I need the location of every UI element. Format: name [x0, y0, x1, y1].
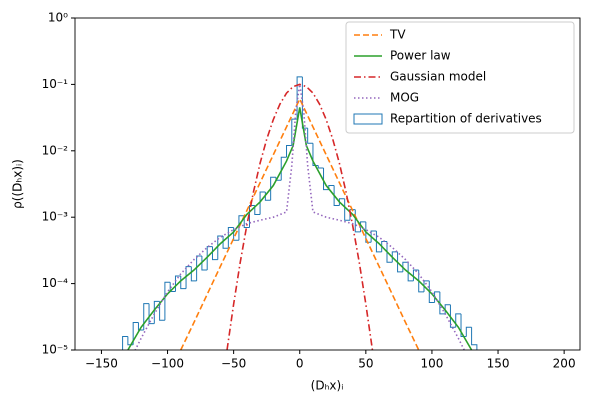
legend-label: MOG	[390, 91, 419, 105]
legend-label: Repartition of derivatives	[390, 112, 542, 126]
histogram-bin	[365, 221, 372, 243]
y-tick-label: 10⁻¹	[42, 77, 69, 91]
histogram-bin	[370, 230, 377, 243]
x-tick-label: −150	[85, 357, 118, 371]
histogram-bin	[222, 236, 229, 249]
y-tick-label: 10⁻³	[42, 210, 69, 224]
histogram-bin	[159, 301, 165, 321]
plot-frame	[74, 17, 581, 351]
histogram-bin	[137, 322, 144, 331]
legend-label: Gaussian model	[390, 70, 486, 84]
histogram-bin	[323, 168, 329, 191]
legend-handle	[353, 113, 383, 125]
series-line	[180, 97, 420, 350]
x-tick-label: −50	[221, 357, 246, 371]
histogram-bin	[407, 262, 414, 282]
histogram-bin	[259, 191, 266, 215]
histogram-bin	[449, 304, 456, 328]
histogram-bin	[381, 241, 387, 252]
histogram-bin	[434, 291, 440, 303]
histogram-bin	[439, 291, 446, 315]
x-tick-label: 50	[358, 357, 373, 371]
series-line	[226, 83, 374, 350]
histogram-bin	[465, 326, 472, 337]
histogram-bin	[471, 327, 478, 350]
histogram-bin	[428, 280, 435, 303]
y-tick-label: 10⁰	[48, 11, 68, 25]
y-tick-label: 10⁻⁵	[42, 343, 69, 357]
histogram-bin	[349, 209, 356, 221]
histogram-bin	[402, 261, 409, 272]
legend-label: TV	[389, 28, 406, 42]
histogram-bin	[201, 256, 208, 271]
histogram-bin	[338, 198, 345, 206]
histogram-bin	[132, 321, 139, 345]
plot-area	[122, 76, 478, 350]
histogram-bin	[227, 226, 234, 249]
histogram-bin	[164, 281, 171, 321]
x-tick-label: 150	[487, 357, 510, 371]
histogram-bin	[391, 251, 398, 263]
histogram-bin	[286, 145, 292, 158]
histogram-bin	[243, 215, 250, 228]
y-tick-label: 10⁻⁴	[42, 276, 69, 290]
histogram-bin	[386, 241, 393, 263]
histogram-bin	[206, 246, 213, 271]
histogram-bin	[312, 143, 319, 167]
x-tick-label: 0	[296, 357, 304, 371]
histogram-bin	[122, 335, 128, 350]
y-axis-label: ρ((Dₕx)ᵢ)	[11, 159, 25, 209]
histogram-bin	[143, 303, 150, 331]
histogram-bin	[317, 165, 324, 169]
series-line	[127, 107, 473, 350]
x-tick-label: 200	[553, 357, 576, 371]
histogram-bin	[375, 230, 382, 253]
histogram-bin	[291, 118, 298, 146]
x-tick-label: −100	[151, 357, 184, 371]
histogram-bin	[238, 215, 245, 241]
histogram-bin	[153, 300, 160, 324]
histogram-bin	[418, 270, 425, 293]
histogram-bin	[254, 205, 261, 215]
histogram-bin	[360, 221, 366, 232]
legend-label: Power law	[390, 49, 451, 63]
histogram-bin	[270, 176, 276, 201]
histogram-bin	[301, 76, 308, 129]
series-line	[134, 84, 466, 350]
histogram-bin	[397, 251, 403, 273]
histogram-bin	[196, 255, 202, 281]
y-tick-label: 10⁻²	[42, 143, 69, 157]
histogram-bin	[148, 303, 155, 325]
histogram-bin	[249, 205, 255, 228]
histogram-bin	[185, 266, 192, 289]
x-tick-label: 100	[420, 357, 443, 371]
x-axis-label: (Dₕx)ᵢ	[311, 379, 344, 393]
legend-box	[345, 21, 575, 134]
histogram-bin	[333, 185, 340, 207]
histogram-bin	[307, 128, 313, 144]
histogram-bin	[280, 156, 287, 181]
